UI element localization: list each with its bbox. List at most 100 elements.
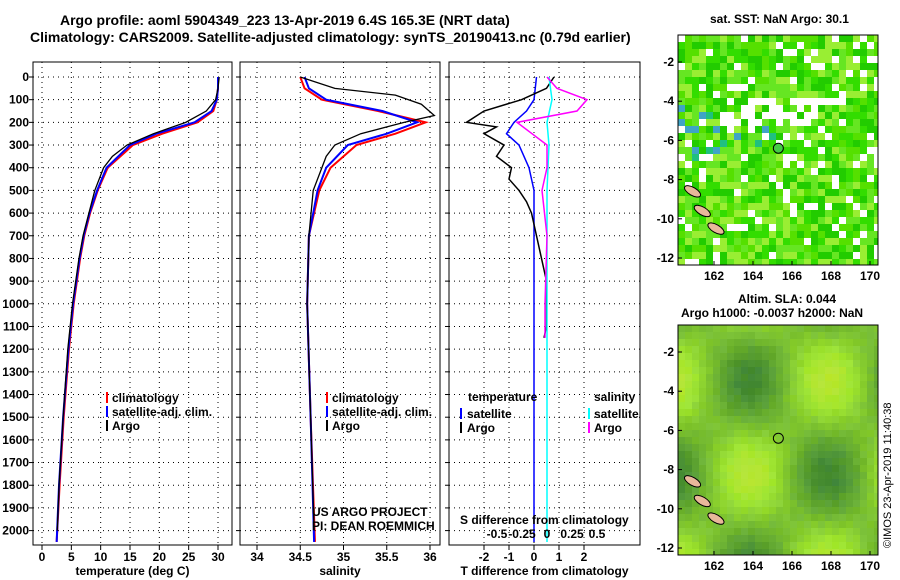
map-cell [713, 395, 720, 402]
map-cell [839, 542, 846, 549]
map-cell [853, 189, 860, 196]
map-cell [706, 465, 713, 472]
map-cell [706, 126, 713, 133]
x2-tick-label: -0.5 [487, 527, 508, 541]
title-line-1: Argo profile: aoml 5904349_223 13-Apr-20… [60, 12, 510, 28]
map-cell [790, 542, 797, 549]
map-cell [678, 189, 685, 196]
map-cell [769, 437, 776, 444]
map-cell [790, 252, 797, 259]
map-cell [755, 238, 762, 245]
map-cell [867, 35, 874, 42]
map-cell [706, 119, 713, 126]
map-cell [734, 451, 741, 458]
map-cell [860, 332, 867, 339]
map-cell [706, 252, 713, 259]
map-cell [818, 409, 825, 416]
map-cell [734, 42, 741, 49]
map-cell [818, 252, 825, 259]
map-cell [748, 353, 755, 360]
map-cell [692, 231, 699, 238]
map-cell [839, 217, 846, 224]
map-cell [748, 189, 755, 196]
map-cell [678, 105, 685, 112]
map-cell [720, 168, 727, 175]
map-cell [692, 175, 699, 182]
map-cell [685, 231, 692, 238]
map-cell [748, 168, 755, 175]
map-cell [713, 535, 720, 542]
map-cell [811, 353, 818, 360]
map-cell [713, 84, 720, 91]
map-cell [734, 444, 741, 451]
map-cell [741, 70, 748, 77]
map-cell [797, 493, 804, 500]
map-cell [804, 346, 811, 353]
map-cell [748, 479, 755, 486]
map-cell [741, 444, 748, 451]
map-cell [811, 367, 818, 374]
map-cell [727, 203, 734, 210]
map-cell [678, 507, 685, 514]
map-cell [755, 430, 762, 437]
map-cell [839, 332, 846, 339]
map-cell [734, 245, 741, 252]
map-cell [762, 245, 769, 252]
map-cell [699, 360, 706, 367]
map-cell [839, 119, 846, 126]
map-cell [727, 430, 734, 437]
map-cell [790, 339, 797, 346]
map-cell [776, 91, 783, 98]
map-cell [685, 224, 692, 231]
map-cell [811, 147, 818, 154]
map-cell [713, 500, 720, 507]
series-argo [300, 76, 436, 531]
map-cell [720, 493, 727, 500]
map-cell [706, 196, 713, 203]
map-cell [713, 402, 720, 409]
map-cell [748, 175, 755, 182]
map-cell [678, 486, 685, 493]
map-cell [769, 395, 776, 402]
map-cell [790, 423, 797, 430]
map-y-tick-label: -12 [657, 251, 675, 265]
map-cell [720, 259, 727, 265]
map-cell [692, 168, 699, 175]
map-cell [804, 161, 811, 168]
map-cell [755, 119, 762, 126]
map-cell [839, 339, 846, 346]
map-cell [783, 423, 790, 430]
map-cell [818, 402, 825, 409]
map-cell [685, 217, 692, 224]
map-cell [860, 231, 867, 238]
map-cell [853, 465, 860, 472]
map-cell [783, 42, 790, 49]
map-cell [790, 238, 797, 245]
map-cell [685, 168, 692, 175]
map-cell [797, 549, 804, 555]
map-cell [846, 147, 853, 154]
map-cell [853, 217, 860, 224]
map-cell [811, 479, 818, 486]
map-cell [713, 479, 720, 486]
map-cell [727, 42, 734, 49]
map-cell [692, 542, 699, 549]
map-cell [783, 430, 790, 437]
map-cell [811, 430, 818, 437]
map-cell [846, 259, 853, 265]
map-cell [692, 77, 699, 84]
map-cell [692, 507, 699, 514]
map-cell [762, 70, 769, 77]
map-cell [825, 42, 832, 49]
map-cell [797, 35, 804, 42]
map-cell [867, 528, 874, 535]
map-cell [832, 126, 839, 133]
map-cell [853, 238, 860, 245]
map-cell [699, 147, 706, 154]
map-cell [804, 63, 811, 70]
map-cell [762, 388, 769, 395]
map-cell [839, 56, 846, 63]
map-cell [720, 56, 727, 63]
map-cell [720, 409, 727, 416]
